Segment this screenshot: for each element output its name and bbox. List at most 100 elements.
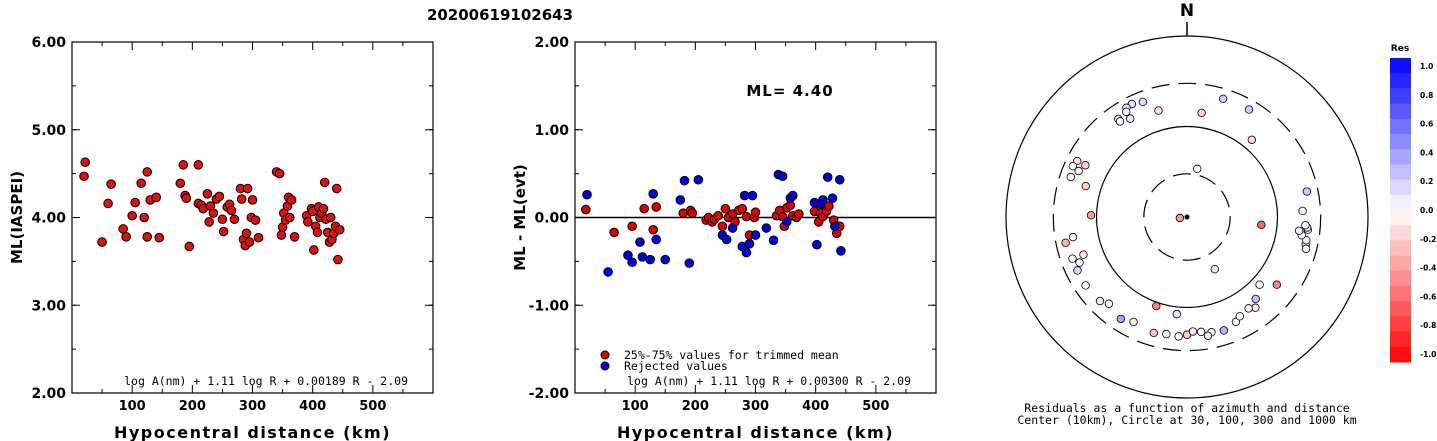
residual-point	[1298, 206, 1307, 216]
data-point-rejected	[744, 239, 755, 249]
residual-point	[1068, 161, 1078, 171]
residual-point	[1197, 108, 1206, 118]
data-point-rejected	[836, 246, 846, 256]
polar-caption-line1: Residuals as a function of azimuth and d…	[1024, 401, 1349, 415]
colorbar-label: 0.6	[1420, 120, 1433, 129]
data-point-rejected	[648, 189, 659, 199]
colorbar-segment	[1390, 270, 1411, 287]
residual-point	[1172, 309, 1181, 319]
residual-point	[1079, 250, 1088, 259]
data-point-rejected	[637, 252, 648, 262]
data-point-ml	[241, 228, 252, 239]
residual-point	[1302, 187, 1312, 196]
residual-point	[1188, 327, 1198, 336]
residual-point	[1247, 135, 1257, 144]
residual-point	[1081, 281, 1090, 290]
data-point-rejected	[768, 235, 779, 246]
data-point-ml	[181, 193, 192, 203]
data-point-ml	[184, 241, 195, 252]
colorbar-label: 0.4	[1420, 148, 1433, 157]
data-point-trimmed	[648, 224, 659, 235]
data-point-ml	[202, 189, 213, 199]
y-tick-label-2: 2.00	[534, 35, 569, 51]
residual-point	[1251, 294, 1260, 304]
data-point-trimmed	[794, 209, 804, 219]
data-point-rejected	[721, 234, 732, 245]
colorbar-segment	[1390, 225, 1411, 241]
residual-point	[1104, 299, 1114, 308]
data-point-rejected	[623, 250, 633, 261]
data-point-ml	[244, 237, 255, 247]
epicenter-marker	[1184, 214, 1190, 220]
data-point-ml	[333, 254, 343, 265]
data-point-ml	[204, 217, 214, 227]
x-tick-label-1: 500	[359, 399, 386, 414]
data-point-rejected	[684, 258, 695, 268]
residual-point	[1115, 117, 1125, 126]
x-axis-label-2: Hypocentral distance (km)	[617, 423, 894, 441]
colorbar-segment	[1390, 58, 1411, 74]
data-point-ml	[289, 232, 300, 242]
colorbar-label: 0.8	[1420, 91, 1433, 100]
colorbar-segment	[1390, 103, 1411, 120]
residual-point	[1061, 238, 1070, 247]
residual-point	[1174, 332, 1183, 341]
data-point-trimmed	[750, 207, 761, 218]
data-point-trimmed	[717, 221, 728, 232]
x-tick-label-2: 100	[622, 399, 649, 414]
data-point-ml	[309, 245, 319, 255]
data-point-trimmed	[737, 203, 748, 214]
data-point-rejected	[777, 171, 788, 182]
y-tick-label-1: 6.00	[31, 35, 66, 51]
residual-point	[1193, 164, 1202, 174]
data-point-ml	[106, 179, 116, 189]
residual-point	[1081, 181, 1090, 191]
colorbar-label: -1.0	[1420, 350, 1436, 359]
legend-marker-2	[600, 361, 610, 371]
residual-point	[1244, 105, 1254, 114]
colorbar-title: Res	[1391, 44, 1409, 54]
data-point-rejected	[675, 195, 686, 205]
data-point-rejected	[582, 189, 592, 200]
data-point-rejected	[834, 174, 845, 185]
residual-point	[1138, 97, 1148, 107]
data-point-ml	[154, 232, 165, 243]
data-point-ml	[274, 168, 285, 179]
colorbar-label: -0.2	[1420, 235, 1436, 244]
colorbar-segment	[1390, 88, 1411, 105]
data-point-ml	[325, 212, 336, 223]
residual-point	[1152, 301, 1161, 311]
data-point-ml	[250, 215, 261, 225]
data-point-ml	[142, 232, 153, 242]
residual-point	[1175, 213, 1185, 223]
residual-point	[1149, 328, 1158, 338]
legend-label-2: Rejected values	[624, 359, 728, 373]
residual-point	[1086, 211, 1096, 220]
x-tick-label-2: 300	[742, 399, 769, 414]
residual-point	[1122, 107, 1131, 116]
data-point-rejected	[727, 223, 738, 233]
colorbar-segment	[1390, 179, 1411, 196]
data-point-ml	[208, 208, 219, 218]
colorbar-label: 0.0	[1420, 206, 1433, 215]
data-point-ml	[276, 230, 287, 240]
y-tick-label-1: 2.00	[31, 386, 66, 402]
y-tick-label-2: 0.00	[534, 211, 569, 227]
formula-text-1: log A(nm) + 1.11 log R + 0.00189 R - 2.0…	[124, 374, 408, 388]
range-ring-100km	[1095, 125, 1279, 309]
colorbar-segment	[1390, 331, 1411, 348]
data-point-trimmed	[639, 203, 649, 214]
data-point-trimmed	[581, 204, 591, 215]
y-tick-label-1: 3.00	[31, 298, 66, 314]
data-point-rejected	[788, 190, 798, 201]
residual-point	[1301, 244, 1311, 254]
data-point-rejected	[812, 239, 822, 250]
data-point-ml	[236, 194, 247, 204]
data-point-rejected	[830, 221, 840, 232]
residual-point	[1129, 317, 1138, 327]
x-tick-label-2: 400	[802, 399, 829, 414]
data-point-ml	[178, 160, 189, 170]
data-point-ml	[312, 227, 323, 238]
residual-point	[1068, 232, 1078, 242]
